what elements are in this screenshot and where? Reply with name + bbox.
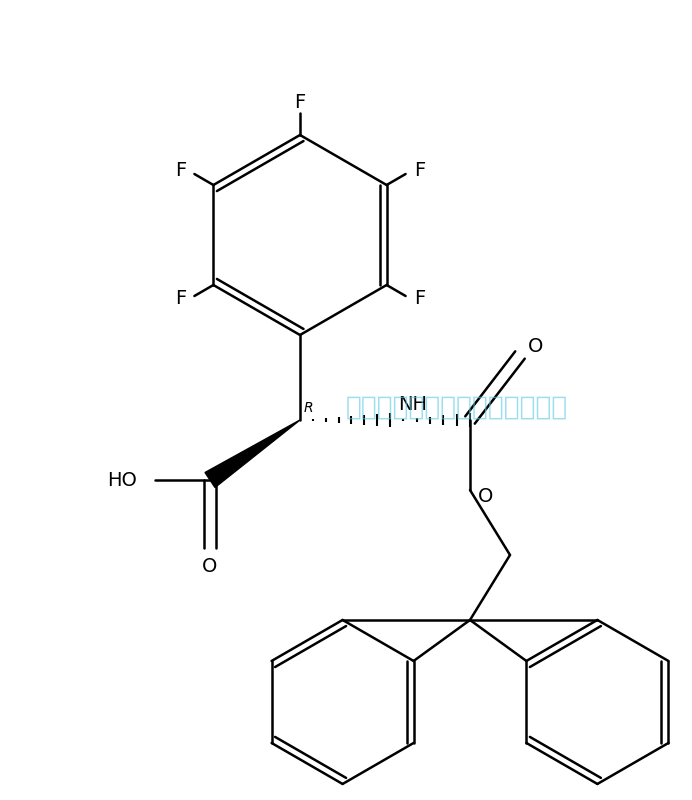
Text: F: F	[414, 290, 425, 309]
Text: 四川省维克奇生物科技有限公司: 四川省维克奇生物科技有限公司	[346, 395, 568, 421]
Text: R: R	[303, 401, 313, 415]
Text: O: O	[478, 486, 493, 506]
Text: O: O	[528, 338, 544, 357]
Text: F: F	[175, 162, 186, 181]
Text: F: F	[414, 162, 425, 181]
Text: NH: NH	[398, 394, 427, 414]
Text: F: F	[175, 290, 186, 309]
Text: HO: HO	[107, 470, 137, 490]
Text: O: O	[202, 557, 218, 575]
Text: F: F	[294, 93, 306, 111]
Polygon shape	[205, 420, 300, 487]
